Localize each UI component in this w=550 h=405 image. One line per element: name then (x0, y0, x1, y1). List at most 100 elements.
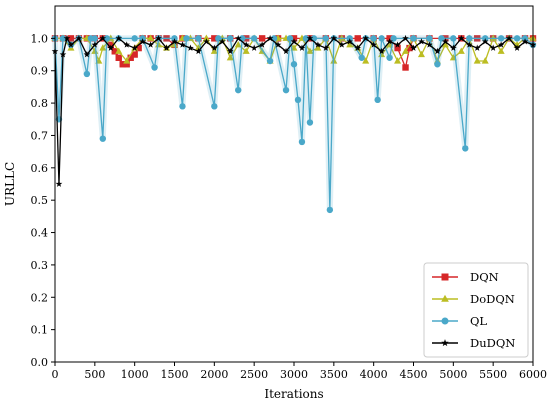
data-point (59, 35, 67, 42)
data-point (103, 35, 110, 42)
data-point (402, 47, 410, 54)
data-point (123, 61, 130, 68)
data-point (473, 44, 481, 51)
data-point (99, 44, 107, 51)
data-point (226, 47, 234, 55)
y-axis-title: URLLC (3, 162, 17, 206)
data-point (441, 317, 449, 325)
data-point (67, 41, 75, 48)
data-point (155, 40, 163, 48)
data-point (378, 35, 385, 42)
data-point (358, 54, 365, 61)
data-point (441, 273, 449, 281)
data-point (473, 57, 481, 64)
data-point (438, 35, 445, 42)
data-point (457, 47, 465, 54)
data-point (171, 38, 178, 45)
data-point (402, 34, 409, 42)
data-point (441, 294, 449, 302)
data-point (250, 35, 258, 42)
y-tick-label: 1.0 (31, 32, 49, 45)
data-point (210, 44, 218, 51)
data-point (147, 41, 154, 48)
data-point (322, 44, 330, 51)
data-point (497, 35, 505, 42)
data-point (346, 40, 354, 48)
data-point (91, 47, 99, 54)
data-point (465, 41, 473, 48)
data-point (250, 44, 258, 51)
data-point (131, 44, 139, 51)
data-point (449, 44, 457, 51)
data-point (354, 44, 362, 51)
y-tick-label: 0.8 (31, 97, 49, 110)
data-point (326, 206, 334, 214)
data-point (298, 44, 306, 51)
data-point (179, 41, 186, 48)
data-point (107, 44, 115, 51)
data-point (123, 41, 131, 48)
data-point (266, 57, 274, 65)
data-point (450, 35, 457, 42)
data-point (75, 34, 83, 42)
x-tick-label: 2000 (200, 368, 228, 381)
data-point (115, 47, 123, 54)
data-point (258, 35, 266, 42)
legend-item: DQN (432, 270, 499, 284)
legend: DQN DoDQN QL DuDQN (423, 262, 529, 358)
x-axis: 0 500 1000 1500 2000 2500 3000 3500 4000 4500 5000… (52, 362, 547, 381)
data-point (210, 47, 218, 54)
data-point (215, 35, 222, 42)
data-point (505, 34, 513, 42)
data-point (386, 54, 393, 61)
data-point (394, 57, 402, 64)
data-point (290, 38, 298, 45)
data-point (417, 50, 425, 58)
legend-label: DoDQN (470, 292, 515, 306)
data-point (330, 34, 338, 42)
x-tick-label: 5000 (439, 368, 467, 381)
data-point (286, 35, 294, 42)
legend-item: DoDQN (432, 292, 515, 306)
y-tick-label: 0.9 (31, 65, 49, 78)
data-point (481, 38, 489, 45)
data-point (513, 35, 521, 42)
data-point (131, 35, 138, 42)
x-tick-label: 2500 (240, 368, 268, 381)
data-point (99, 34, 107, 42)
data-point (235, 86, 242, 94)
legend-item: DuDQN (432, 336, 515, 350)
data-point (135, 44, 142, 52)
data-point (234, 40, 242, 48)
data-point (67, 35, 75, 42)
data-point (338, 41, 346, 48)
x-axis-title: Iterations (264, 387, 323, 401)
data-point (362, 34, 370, 42)
x-tick-label: 4000 (360, 368, 388, 381)
data-point (521, 38, 529, 45)
x-tick-label: 1000 (121, 368, 149, 381)
data-point (119, 61, 126, 68)
data-point (362, 57, 370, 64)
data-point (115, 34, 123, 42)
data-point (55, 180, 63, 187)
data-point (131, 51, 138, 58)
data-point (378, 47, 385, 55)
y-tick-label: 0.5 (31, 194, 49, 207)
data-point (127, 54, 134, 61)
series-dudqn (51, 34, 537, 187)
data-point (91, 41, 99, 48)
data-point (426, 41, 433, 48)
data-point (298, 138, 306, 146)
data-point (294, 96, 302, 104)
data-point (227, 35, 234, 42)
data-point (410, 35, 417, 42)
series-line (54, 37, 534, 211)
data-point (370, 35, 377, 42)
data-point (481, 57, 489, 64)
data-point (274, 41, 282, 48)
x-tick-label: 0 (52, 368, 59, 381)
data-point (139, 38, 146, 45)
data-point (418, 38, 425, 45)
